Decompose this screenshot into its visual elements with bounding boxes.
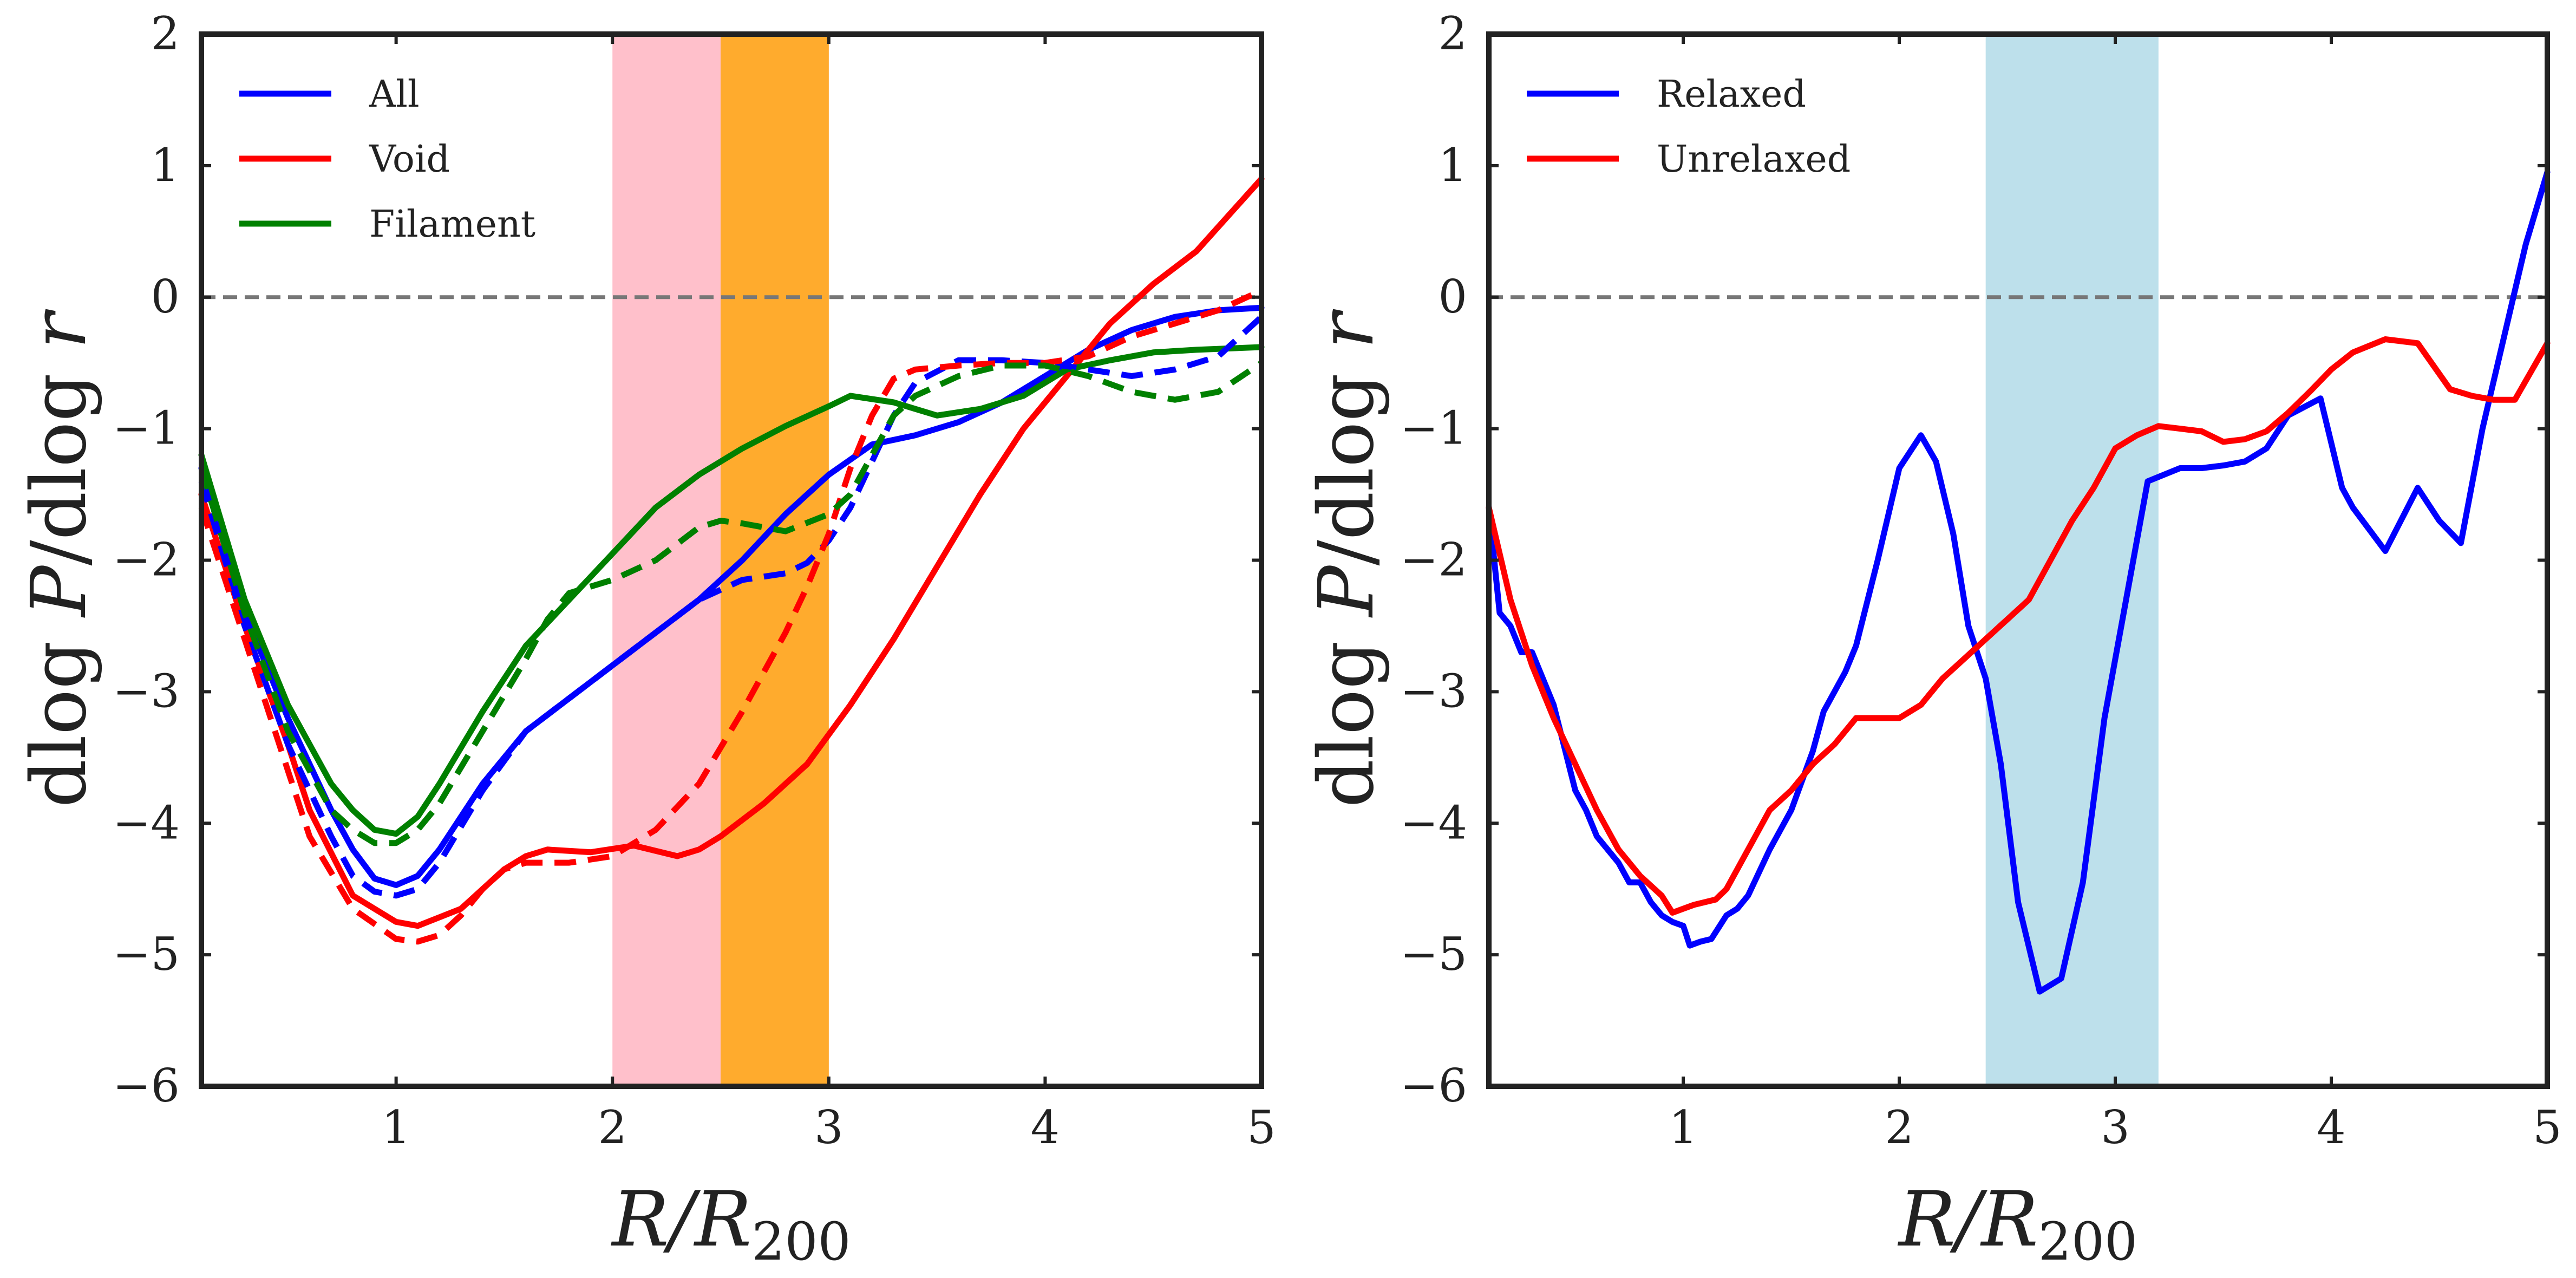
panel-1-series-void-dashed [198, 288, 1263, 945]
panel-2-ytick-label-0: 0 [1439, 270, 1467, 323]
panel-1-series-filament-dashed [198, 360, 1264, 846]
panel-1-series-filament [198, 344, 1265, 837]
panel-2-ytick-label-2: 2 [1439, 7, 1467, 60]
panel-1-series-all-dashed [198, 315, 1264, 899]
panel-1-legend-label-all: All [369, 73, 420, 116]
panel-2-xtick-label-4: 4 [2317, 1101, 2345, 1154]
panel-2-xtick-label-2: 2 [1885, 1101, 1913, 1154]
panel-2-ylabel: dlog P/dlog r [1303, 309, 1391, 807]
panel-1-ytick-label-m1: −1 [113, 402, 180, 455]
panel-1-xtick-label-3: 3 [814, 1101, 843, 1154]
panel-1-ytick-label-2: 2 [151, 7, 180, 60]
panel-2-series-unrelaxed [1486, 336, 2551, 916]
panel-1-ylabel: dlog P/dlog r [15, 309, 103, 807]
panel-2-ytick-label-m3: −3 [1400, 664, 1467, 718]
panel-2-legend-label-relaxed: Relaxed [1657, 73, 1806, 116]
panel-1-xtick-label-5: 5 [1247, 1101, 1276, 1154]
panel-1-ytick-label-m3: −3 [113, 664, 180, 718]
panel-1-ytick-label-1: 1 [151, 139, 180, 192]
panel-1-legend-label-filament: Filament [369, 203, 535, 246]
panel-2-ytick-label-m6: −6 [1400, 1059, 1467, 1112]
panel-2-ytick-label-1: 1 [1439, 139, 1467, 192]
panel-2: 1 2 3 4 5 −6 −5 −4 −3 −2 −1 0 1 2 R/R200 dlog P/dlog r R… [1303, 7, 2562, 1272]
panel-2-ytick-label-m5: −5 [1400, 928, 1467, 981]
panel-2-ytick-label-m4: −4 [1400, 796, 1467, 849]
panel-1-legend-label-void: Void [369, 138, 450, 181]
panel-1-xtick-label-4: 4 [1031, 1101, 1060, 1154]
panel-2-legend-label-unrelaxed: Unrelaxed [1657, 138, 1851, 181]
panel-1-ytick-label-m5: −5 [113, 928, 180, 981]
panel-1-ytick-label-m2: −2 [113, 533, 180, 586]
panel-2-series-relaxed [1486, 169, 2551, 995]
panel-1-xtick-label-1: 1 [382, 1101, 410, 1154]
panel-1-xlabel: R/R200 [610, 1176, 851, 1272]
panel-2-xlabel: R/R200 [1897, 1176, 2137, 1272]
panel-2-xtick-label-1: 1 [1669, 1101, 1697, 1154]
panel-2-ytick-label-m2: −2 [1400, 533, 1467, 586]
panel-2-band-1 [1985, 34, 2159, 1086]
panel-1-xtick-label-2: 2 [598, 1101, 626, 1154]
panel-2-xtick-label-3: 3 [2101, 1101, 2129, 1154]
panel-1-ytick-label-m6: −6 [113, 1059, 180, 1112]
panel-1: 1 2 3 4 5 −6 −5 −4 −3 −2 −1 0 1 2 R/R200 dlog P/dlog r A… [15, 7, 1276, 1272]
panel-1-series-void [198, 175, 1265, 929]
panel-1-ytick-label-m4: −4 [113, 796, 180, 849]
panel-1-ytick-label-0: 0 [151, 270, 180, 323]
panel-2-ytick-label-m1: −1 [1400, 402, 1467, 455]
panel-2-xtick-label-5: 5 [2533, 1101, 2561, 1154]
